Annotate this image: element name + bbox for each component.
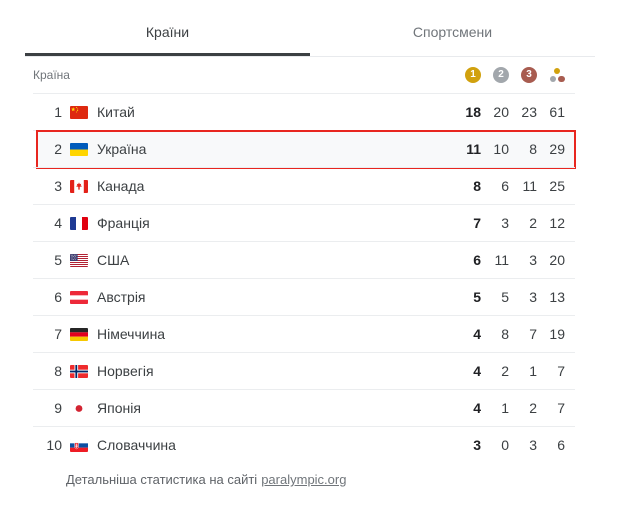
rank-label: 1 [54,104,62,120]
gold-count: 5 [473,289,481,305]
table-row: 6 Австрія 5 5 3 13 [33,278,575,315]
table-row: 9 Японія 4 1 2 7 [33,389,575,426]
table-row: 2 Україна 11 10 8 29 [33,130,576,169]
rank-label: 6 [54,289,62,305]
total-count: 19 [549,326,565,342]
tab-bar: Країни Спортсмени [25,24,595,57]
table-row: 7 Німеччина 4 8 7 19 [33,315,575,352]
bronze-count: 2 [529,215,537,231]
table-header-row: Країна 1 2 3 [33,57,575,93]
silver-count: 1 [501,400,509,416]
total-medals-icon [549,67,565,83]
paralympic-link[interactable]: paralympic.org [261,472,347,487]
rank-label: 5 [54,252,62,268]
gold-count: 6 [473,252,481,268]
footer-note: Детальніша статистика на сайті paralympic… [66,472,575,487]
silver-count: 10 [493,141,509,157]
flag-ca-icon [70,179,88,193]
total-count: 7 [557,363,565,379]
flag-sk-icon [70,438,88,452]
medal-table-widget: Країни Спортсмени Країна 1 2 3 1 Китай 18 2… [0,24,620,516]
gold-medal-icon: 1 [465,67,481,83]
table-row: 1 Китай 18 20 23 61 [33,93,575,130]
table-row: 10 Словаччина 3 0 3 6 [33,426,575,463]
country-name: Франція [97,215,150,231]
silver-count: 11 [494,252,509,268]
tab-athletes[interactable]: Спортсмени [412,24,493,40]
table-row: 3 Канада 8 6 11 25 [33,167,575,204]
country-name: Австрія [97,289,146,305]
table-row: 4 Франція 7 3 2 12 [33,204,575,241]
flag-jp-icon [70,401,88,415]
gold-count: 3 [473,437,481,453]
bronze-count: 8 [529,141,537,157]
total-count: 61 [549,104,565,120]
flag-de-icon [70,327,88,341]
bronze-count: 1 [529,363,537,379]
silver-count: 5 [501,289,509,305]
gold-count: 11 [466,141,481,157]
bronze-count: 11 [522,178,537,194]
highlight-box [36,130,576,169]
bronze-medal-icon: 3 [521,67,537,83]
rank-label: 3 [54,178,62,194]
country-name: Німеччина [97,326,166,342]
rank-label: 10 [46,437,62,453]
bronze-count: 3 [529,289,537,305]
country-column-header: Країна [33,68,70,82]
silver-count: 0 [501,437,509,453]
rank-label: 8 [54,363,62,379]
flag-at-icon [70,290,88,304]
flag-ua-icon [70,142,88,156]
medal-table-body: 1 Китай 18 20 23 61 2 Україна 11 10 8 29 3 Канада 8 6 11… [33,93,576,463]
gold-count: 4 [473,363,481,379]
bronze-count: 23 [521,104,537,120]
silver-medal-icon: 2 [493,67,509,83]
bronze-count: 3 [529,252,537,268]
rank-label: 2 [54,141,62,157]
country-name: Канада [97,178,145,194]
total-count: 13 [549,289,565,305]
country-name: Китай [97,104,135,120]
gold-count: 8 [473,178,481,194]
flag-cn-icon [70,105,88,119]
total-count: 6 [557,437,565,453]
silver-count: 8 [501,326,509,342]
flag-no-icon [70,364,88,378]
total-count: 7 [557,400,565,416]
silver-count: 6 [501,178,509,194]
flag-fr-icon [70,216,88,230]
flag-us-icon [70,253,88,267]
bronze-count: 2 [529,400,537,416]
total-count: 20 [549,252,565,268]
medal-table: Країна 1 2 3 1 Китай 18 20 23 61 2 Україна 11 10 8… [33,57,576,487]
rank-label: 9 [54,400,62,416]
gold-count: 7 [473,215,481,231]
table-row: 5 США 6 11 3 20 [33,241,575,278]
total-count: 25 [549,178,565,194]
country-name: Норвегія [97,363,154,379]
gold-count: 4 [473,326,481,342]
table-row: 8 Норвегія 4 2 1 7 [33,352,575,389]
silver-count: 20 [493,104,509,120]
country-name: Україна [97,141,147,157]
rank-label: 7 [54,326,62,342]
country-name: Словаччина [97,437,176,453]
medal-column-headers: 1 2 3 [453,67,565,83]
bronze-count: 7 [529,326,537,342]
country-name: США [97,252,130,268]
tab-countries[interactable]: Країни [25,24,310,56]
footer-text: Детальніша статистика на сайті [66,472,258,487]
silver-count: 2 [501,363,509,379]
gold-count: 4 [473,400,481,416]
silver-count: 3 [501,215,509,231]
total-count: 12 [549,215,565,231]
rank-label: 4 [54,215,62,231]
country-name: Японія [97,400,141,416]
total-count: 29 [549,141,565,157]
gold-count: 18 [465,104,481,120]
bronze-count: 3 [529,437,537,453]
